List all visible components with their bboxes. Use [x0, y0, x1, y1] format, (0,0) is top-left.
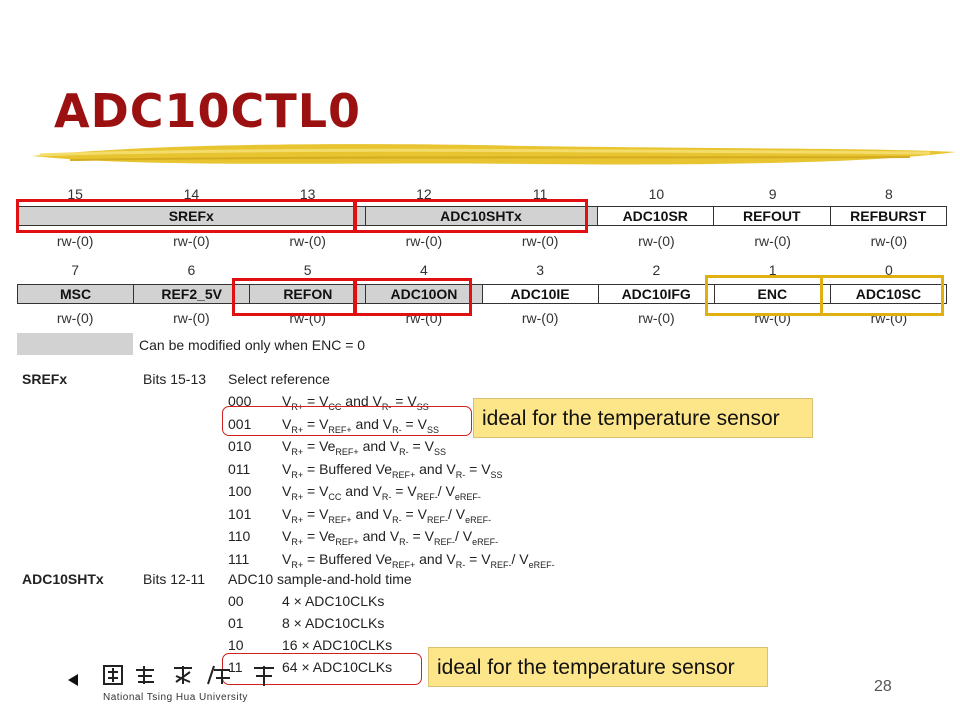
bit-number: 6 — [187, 262, 196, 278]
highlight-adc10shtx — [354, 199, 588, 233]
register-fields-high: SREFx ADC10SHTx ADC10SR REFOUT REFBURST — [17, 206, 947, 226]
srefx-name: SREFx — [22, 371, 68, 387]
access-label: rw-(0) — [56, 233, 94, 249]
legend-text: Can be modified only when ENC = 0 — [139, 337, 366, 353]
note-temperature-sensor-2: ideal for the temperature sensor — [428, 647, 768, 687]
bit-number: 2 — [652, 262, 661, 278]
sref-equation: VR+ = Buffered VeREF+ and VR- = VSS — [282, 461, 503, 480]
adc10shtx-desc: ADC10 sample-and-hold time — [228, 571, 412, 587]
sref-code: 100 — [228, 483, 252, 499]
note-temperature-sensor-1: ideal for the temperature sensor — [473, 398, 813, 438]
adc10shtx-name: ADC10SHTx — [22, 571, 104, 587]
sref-equation: VR+ = VeREF+ and VR- = VREF-/ VeREF- — [282, 528, 499, 547]
field-adc10sc: ADC10SC — [829, 285, 946, 303]
access-label: rw-(0) — [638, 233, 675, 249]
access-label: rw-(0) — [638, 310, 675, 326]
field-srefx: SREFx — [18, 207, 365, 225]
highlight-adc10sc — [820, 275, 944, 316]
field-adc10shtx: ADC10SHTx — [364, 207, 597, 225]
access-label: rw-(0) — [173, 233, 210, 249]
sref-equation: VR+ = VREF+ and VR- = VSS — [282, 416, 439, 435]
sref-code: 111 — [228, 551, 250, 567]
access-high: rw-(0) rw-(0) rw-(0) rw-(0) rw-(0) rw-(0… — [17, 233, 947, 249]
register-fields-low: MSC REF2_5V REFON ADC10ON ADC10IE ADC10I… — [17, 284, 947, 304]
sht-text: 4 × ADC10CLKs — [282, 593, 385, 609]
highlight-enc — [705, 275, 823, 316]
bit-number: 14 — [183, 186, 200, 202]
field-msc: MSC — [18, 285, 134, 303]
bit-number: 10 — [648, 186, 665, 202]
bit-number: 12 — [416, 186, 432, 202]
field-adc10ifg: ADC10IFG — [597, 285, 714, 303]
brush-stroke-divider — [32, 144, 956, 165]
access-label: rw-(0) — [289, 233, 326, 249]
access-label: rw-(0) — [521, 310, 559, 326]
highlight-srefx — [16, 199, 356, 233]
sref-equation: VR+ = VeREF+ and VR- = VSS — [282, 438, 446, 457]
sref-equation: VR+ = Buffered VeREF+ and VR- = VREF-/ V… — [282, 551, 555, 570]
sht-code: 11 — [228, 659, 243, 675]
sht-text: 8 × ADC10CLKs — [282, 615, 385, 631]
sht-text: 64 × ADC10CLKs — [282, 659, 393, 675]
legend-swatch — [17, 333, 133, 355]
access-low: rw-(0) rw-(0) rw-(0) rw-(0) rw-(0) rw-(0… — [17, 310, 947, 326]
access-label: rw-(0) — [405, 233, 443, 249]
bit-number: 11 — [532, 186, 548, 202]
field-enc: ENC — [713, 285, 830, 303]
bit-number: 13 — [299, 186, 316, 202]
bit-number: 8 — [884, 186, 893, 202]
university-logo-icon — [68, 665, 274, 686]
sref-code: 000 — [228, 393, 252, 409]
sref-code: 110 — [228, 528, 251, 544]
sref-equation: VR+ = VCC and VR- = VREF-/ VeREF- — [282, 483, 481, 502]
bit-number: 5 — [303, 262, 312, 278]
srefx-desc: Select reference — [228, 371, 330, 387]
sref-code: 101 — [228, 506, 252, 522]
field-ref2-5v: REF2_5V — [133, 285, 250, 303]
sht-code: 00 — [228, 593, 244, 609]
sht-code: 01 — [228, 615, 244, 631]
sht-text: 16 × ADC10CLKs — [282, 637, 393, 653]
university-name: National Tsing Hua University — [103, 692, 248, 703]
bit-number: 4 — [419, 262, 428, 278]
bit-number: 1 — [768, 262, 777, 278]
bit-number: 3 — [536, 262, 545, 278]
sref-code: 010 — [228, 438, 252, 454]
sht-code: 10 — [228, 637, 244, 653]
sref-code: 011 — [228, 461, 251, 477]
bit-number: 0 — [884, 262, 893, 278]
access-label: rw-(0) — [870, 233, 908, 249]
bit-numbers-high: 15 14 13 12 11 10 9 8 — [17, 186, 947, 202]
bit-number: 15 — [67, 186, 83, 202]
field-refburst: REFBURST — [829, 207, 946, 225]
bit-numbers-low: 7 6 5 4 3 2 1 0 — [17, 262, 947, 278]
sref-equation: VR+ = VCC and VR- = VSS — [282, 393, 429, 412]
bit-number: 7 — [71, 262, 80, 278]
highlight-adc10on — [354, 278, 472, 316]
field-refout: REFOUT — [713, 207, 830, 225]
access-label: rw-(0) — [521, 233, 559, 249]
sref-equation: VR+ = VREF+ and VR- = VREF-/ VeREF- — [282, 506, 492, 525]
highlight-option-001 — [222, 406, 472, 436]
bit-number: 9 — [768, 186, 777, 202]
field-refon: REFON — [249, 285, 366, 303]
access-label: rw-(0) — [754, 233, 791, 249]
highlight-refon — [232, 278, 356, 316]
access-label: rw-(0) — [173, 310, 210, 326]
page-number: 28 — [874, 678, 892, 695]
srefx-bits: Bits 15-13 — [143, 371, 207, 387]
field-adc10ie: ADC10IE — [481, 285, 598, 303]
slide-title: ADC10CTL0 — [54, 84, 362, 138]
sref-code: 001 — [228, 416, 252, 432]
field-adc10on: ADC10ON — [365, 285, 482, 303]
access-label: rw-(0) — [56, 310, 94, 326]
adc10shtx-bits: Bits 12-11 — [143, 571, 205, 587]
field-adc10sr: ADC10SR — [596, 207, 713, 225]
